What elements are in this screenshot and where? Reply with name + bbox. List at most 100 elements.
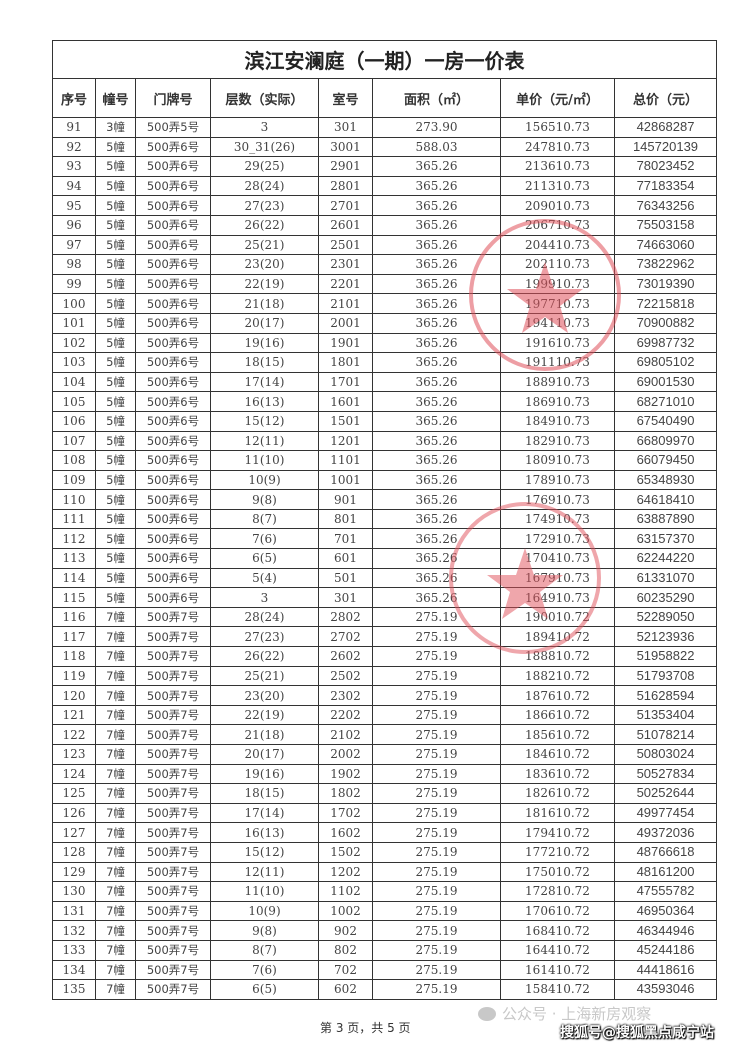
cell-area: 365.26 — [372, 293, 501, 314]
cell-floor: 5(4) — [210, 567, 319, 589]
table-row: 128 7幢 500弄7号 15(12) 1502 275.19 177210.72 4876… — [52, 841, 717, 863]
table-row: 92 5幢 500弄6号 30_31(26) 3001 588.03 247810.73 14… — [52, 136, 717, 158]
cell-index: 101 — [52, 312, 96, 334]
cell-index: 99 — [52, 273, 96, 295]
cell-door: 500弄7号 — [135, 606, 211, 628]
table-row: 119 7幢 500弄7号 25(21) 2502 275.19 188210.72 5179… — [52, 665, 717, 687]
cell-building: 7幢 — [95, 704, 136, 726]
cell-index: 93 — [52, 156, 96, 177]
cell-building: 5幢 — [95, 254, 136, 275]
cell-building: 5幢 — [95, 528, 136, 550]
cell-door: 500弄7号 — [135, 881, 211, 902]
cell-floor: 20(17) — [210, 312, 319, 334]
cell-room: 301 — [318, 117, 373, 138]
cell-total-price: 48766618 — [614, 841, 717, 863]
cell-door: 500弄7号 — [135, 744, 211, 765]
cell-floor: 7(6) — [210, 528, 319, 550]
cell-unit-price: 197710.73 — [500, 293, 615, 314]
cell-total-price: 63157370 — [614, 528, 717, 550]
cell-unit-price: 188210.72 — [500, 665, 615, 687]
table-row: 101 5幢 500弄6号 20(17) 2001 365.26 194110.73 7090… — [52, 312, 717, 334]
cell-room: 901 — [318, 489, 373, 510]
cell-room: 1502 — [318, 841, 373, 863]
cell-area: 273.90 — [372, 117, 501, 138]
cell-room: 602 — [318, 979, 373, 1000]
cell-floor: 21(18) — [210, 724, 319, 745]
cell-unit-price: 184610.72 — [500, 744, 615, 765]
col-header-floor: 层数（实际） — [210, 78, 319, 118]
table-row: 115 5幢 500弄6号 3 301 365.26 164910.73 60235290 — [52, 587, 717, 608]
cell-building: 7幢 — [95, 959, 136, 981]
cell-total-price: 45244186 — [614, 939, 717, 961]
table-row: 118 7幢 500弄7号 26(22) 2602 275.19 188810.72 5195… — [52, 646, 717, 667]
cell-index: 118 — [52, 646, 96, 667]
cell-unit-price: 206710.73 — [500, 214, 615, 236]
cell-room: 2901 — [318, 156, 373, 177]
table-row: 98 5幢 500弄6号 23(20) 2301 365.26 202110.73 73822… — [52, 254, 717, 275]
table-row: 105 5幢 500弄6号 16(13) 1601 365.26 186910.73 6827… — [52, 391, 717, 412]
cell-area: 275.19 — [372, 763, 501, 785]
cell-unit-price: 202110.73 — [500, 254, 615, 275]
cell-area: 275.19 — [372, 959, 501, 981]
cell-area: 365.26 — [372, 528, 501, 550]
cell-index: 92 — [52, 136, 96, 158]
cell-room: 2602 — [318, 646, 373, 667]
cell-room: 3001 — [318, 136, 373, 158]
cell-floor: 16(13) — [210, 391, 319, 412]
cell-unit-price: 186610.72 — [500, 704, 615, 726]
cell-unit-price: 172810.72 — [500, 881, 615, 902]
cell-building: 7幢 — [95, 881, 136, 902]
col-header-room: 室号 — [318, 78, 373, 118]
cell-area: 365.26 — [372, 587, 501, 608]
cell-unit-price: 170410.73 — [500, 548, 615, 569]
cell-building: 7幢 — [95, 606, 136, 628]
cell-door: 500弄6号 — [135, 508, 211, 530]
cell-building: 3幢 — [95, 117, 136, 138]
table-row: 135 7幢 500弄7号 6(5) 602 275.19 158410.72 4359304… — [52, 979, 717, 1000]
table-row: 107 5幢 500弄6号 12(11) 1201 365.26 182910.73 6680… — [52, 430, 717, 452]
cell-room: 801 — [318, 508, 373, 530]
cell-index: 112 — [52, 528, 96, 550]
cell-total-price: 72215818 — [614, 293, 717, 314]
cell-index: 100 — [52, 293, 96, 314]
cell-total-price: 76343256 — [614, 195, 717, 216]
cell-total-price: 69001530 — [614, 371, 717, 393]
cell-total-price: 50803024 — [614, 744, 717, 765]
cell-floor: 11(10) — [210, 450, 319, 471]
cell-total-price: 70900882 — [614, 312, 717, 334]
wechat-icon — [478, 1007, 496, 1021]
cell-total-price: 46950364 — [614, 900, 717, 922]
table-row: 103 5幢 500弄6号 18(15) 1801 365.26 191110.73 6980… — [52, 352, 717, 373]
cell-building: 5幢 — [95, 293, 136, 314]
cell-index: 114 — [52, 567, 96, 589]
cell-building: 7幢 — [95, 744, 136, 765]
cell-building: 7幢 — [95, 802, 136, 824]
cell-area: 275.19 — [372, 626, 501, 648]
cell-area: 365.26 — [372, 332, 501, 354]
cell-area: 365.26 — [372, 508, 501, 530]
table-row: 121 7幢 500弄7号 22(19) 2202 275.19 186610.72 5135… — [52, 704, 717, 726]
cell-index: 115 — [52, 587, 96, 608]
cell-area: 365.26 — [372, 430, 501, 452]
table-row: 131 7幢 500弄7号 10(9) 1002 275.19 170610.72 46950… — [52, 900, 717, 922]
cell-floor: 20(17) — [210, 744, 319, 765]
cell-floor: 10(9) — [210, 469, 319, 491]
cell-door: 500弄7号 — [135, 822, 211, 843]
cell-room: 1901 — [318, 332, 373, 354]
cell-door: 500弄6号 — [135, 332, 211, 354]
cell-area: 275.19 — [372, 979, 501, 1000]
cell-door: 500弄6号 — [135, 371, 211, 393]
cell-index: 125 — [52, 783, 96, 804]
cell-unit-price: 188810.72 — [500, 646, 615, 667]
cell-unit-price: 170610.72 — [500, 900, 615, 922]
cell-floor: 3 — [210, 117, 319, 138]
cell-unit-price: 172910.73 — [500, 528, 615, 550]
cell-index: 97 — [52, 234, 96, 256]
cell-total-price: 63887890 — [614, 508, 717, 530]
cell-room: 1001 — [318, 469, 373, 491]
cell-floor: 22(19) — [210, 273, 319, 295]
cell-area: 365.26 — [372, 214, 501, 236]
cell-door: 500弄7号 — [135, 724, 211, 745]
cell-index: 134 — [52, 959, 96, 981]
cell-floor: 25(21) — [210, 665, 319, 687]
